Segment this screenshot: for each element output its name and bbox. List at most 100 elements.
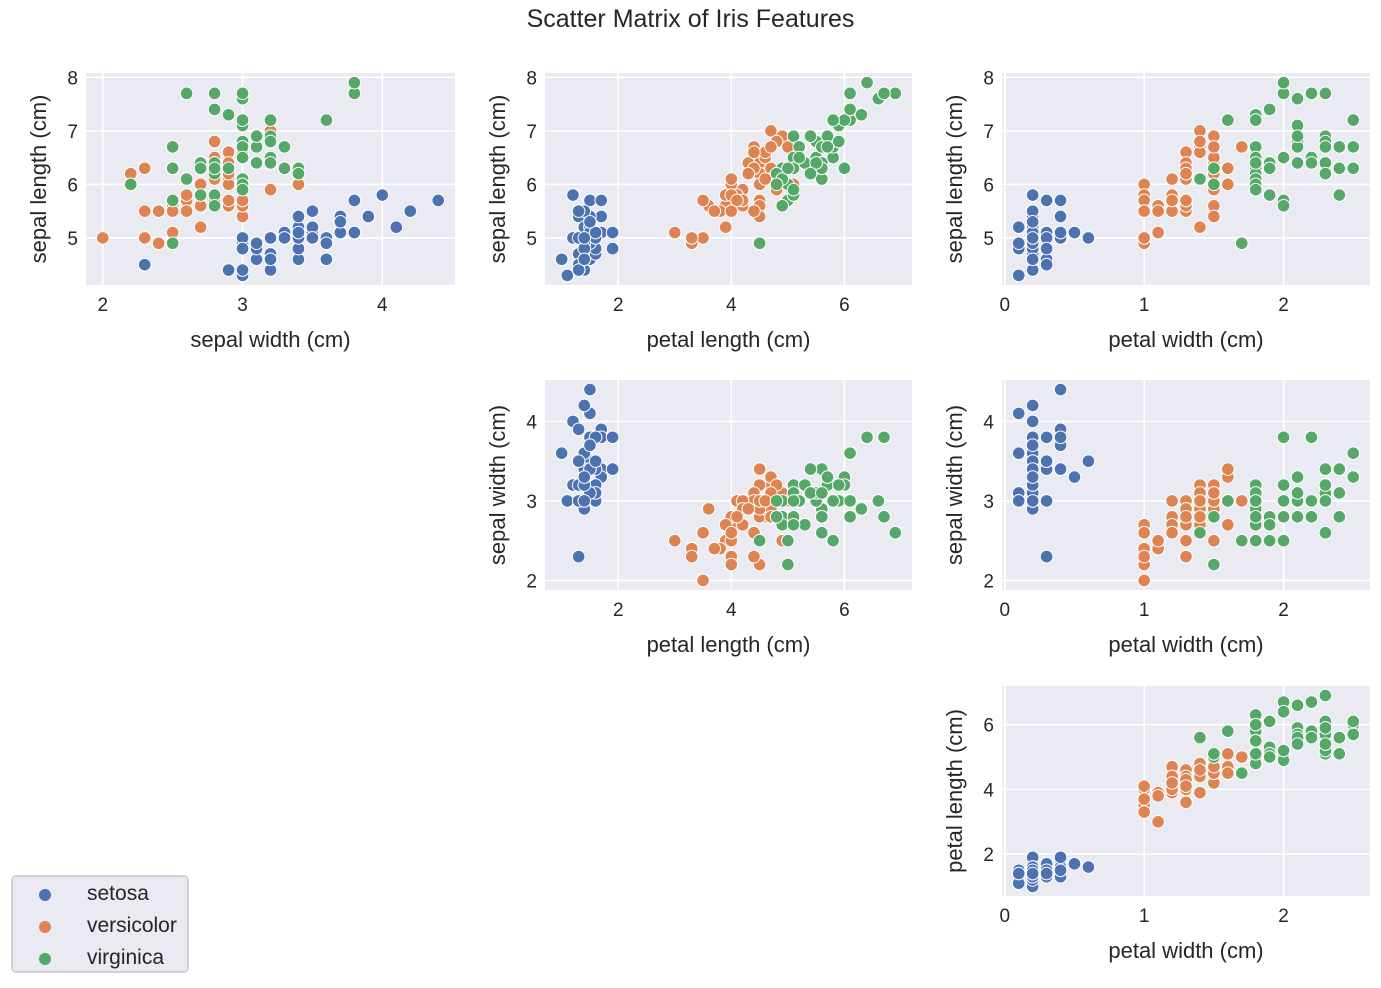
data-point-setosa	[1011, 236, 1026, 251]
data-point-setosa	[1067, 225, 1082, 240]
data-point-virginica	[235, 113, 250, 127]
data-point-virginica	[1262, 161, 1277, 176]
data-point-virginica	[815, 510, 829, 524]
data-point-virginica	[786, 494, 801, 508]
data-point-virginica	[1318, 166, 1333, 181]
data-point-setosa	[1025, 438, 1040, 453]
data-point-versicolor	[696, 193, 710, 208]
panel-2: 0 1 2 5 6 7 8 petal width (cm) sepal length (cm)	[942, 68, 1370, 352]
y-tick-label: 4	[983, 412, 994, 433]
data-point-virginica	[207, 198, 222, 213]
data-point-virginica	[831, 134, 846, 149]
data-point-virginica	[786, 129, 801, 143]
data-point-versicolor	[667, 533, 682, 548]
data-point-setosa	[1039, 549, 1054, 564]
data-point-setosa	[263, 231, 278, 245]
panel-4: 0 1 2 2 3 4 petal width (cm) sepal width (cm)	[942, 380, 1370, 657]
data-point-setosa	[1067, 470, 1082, 484]
x-tick-label: 1	[1139, 600, 1150, 621]
data-point-versicolor	[1137, 805, 1151, 819]
data-point-versicolor	[1165, 193, 1179, 208]
data-point-versicolor	[179, 204, 194, 218]
data-point-setosa	[577, 252, 592, 267]
data-point-versicolor	[707, 204, 722, 218]
data-point-virginica	[860, 430, 874, 445]
data-point-versicolor	[1179, 166, 1193, 181]
data-point-setosa	[1039, 494, 1054, 508]
x-tick-label: 4	[726, 600, 737, 621]
y-tick-label: 6	[67, 175, 78, 196]
data-point-virginica	[815, 486, 829, 500]
data-point-virginica	[179, 86, 194, 101]
data-point-virginica	[854, 502, 869, 516]
data-point-virginica	[235, 150, 250, 165]
data-point-virginica	[1262, 188, 1277, 202]
data-point-virginica	[165, 140, 180, 154]
data-point-virginica	[1332, 188, 1347, 202]
data-point-versicolor	[684, 231, 699, 245]
data-point-virginica	[1318, 140, 1333, 154]
y-tick-label: 8	[983, 68, 994, 89]
data-point-setosa	[571, 422, 586, 437]
x-tick-label: 2	[1278, 295, 1289, 316]
panel-0: 2 3 4 5 6 7 8 sepal width (cm) sepal length (cm)	[26, 68, 455, 352]
data-point-setosa	[403, 204, 418, 218]
data-point-versicolor	[730, 510, 744, 524]
data-point-versicolor	[1151, 814, 1165, 829]
data-point-setosa	[1067, 857, 1082, 871]
data-point-virginica	[826, 533, 840, 548]
data-point-versicolor	[1179, 549, 1193, 564]
data-point-virginica	[1207, 557, 1221, 572]
data-point-setosa	[1081, 454, 1096, 468]
data-point-virginica	[1276, 430, 1291, 445]
data-point-virginica	[1262, 533, 1277, 548]
data-point-virginica	[843, 446, 857, 460]
x-tick-label: 0	[999, 600, 1010, 621]
data-point-versicolor	[747, 204, 761, 218]
data-point-versicolor	[1137, 549, 1151, 564]
x-axis-label: petal width (cm)	[1108, 938, 1263, 963]
data-point-versicolor	[724, 204, 739, 218]
data-point-versicolor	[696, 573, 710, 588]
data-point-virginica	[1221, 724, 1235, 738]
x-tick-label: 2	[613, 295, 624, 316]
data-point-setosa	[1011, 268, 1026, 283]
data-point-virginica	[843, 510, 857, 524]
data-point-virginica	[235, 86, 250, 101]
data-point-virginica	[1346, 161, 1361, 176]
data-point-setosa	[1039, 241, 1054, 256]
data-point-virginica	[1248, 156, 1263, 170]
data-point-setosa	[1039, 454, 1054, 468]
data-point-setosa	[594, 209, 609, 224]
data-point-virginica	[319, 113, 334, 127]
data-point-virginica	[123, 177, 138, 192]
data-point-virginica	[1221, 494, 1235, 508]
data-point-setosa	[1081, 231, 1096, 245]
data-point-setosa	[605, 430, 620, 445]
y-tick-label: 3	[983, 492, 994, 513]
data-point-versicolor	[263, 182, 278, 197]
data-point-versicolor	[179, 188, 194, 202]
data-point-virginica	[843, 102, 857, 117]
data-point-virginica	[809, 156, 823, 170]
data-point-setosa	[291, 209, 306, 224]
data-point-versicolor	[1151, 789, 1165, 803]
data-point-versicolor	[684, 549, 699, 564]
data-point-virginica	[1332, 510, 1347, 524]
data-point-virginica	[1318, 86, 1333, 101]
data-point-versicolor	[151, 204, 166, 218]
data-point-versicolor	[1165, 776, 1179, 790]
y-tick-label: 5	[67, 229, 78, 250]
data-point-versicolor	[1165, 525, 1179, 540]
data-point-setosa	[1053, 193, 1068, 208]
data-point-virginica	[786, 517, 801, 532]
data-point-virginica	[775, 198, 790, 213]
data-point-virginica	[860, 75, 874, 90]
data-point-virginica	[781, 161, 795, 176]
data-point-setosa	[1053, 209, 1068, 224]
data-point-setosa	[1011, 406, 1026, 421]
data-point-virginica	[1248, 494, 1263, 508]
data-point-setosa	[554, 446, 569, 460]
data-point-setosa	[566, 188, 580, 202]
data-point-versicolor	[747, 549, 761, 564]
